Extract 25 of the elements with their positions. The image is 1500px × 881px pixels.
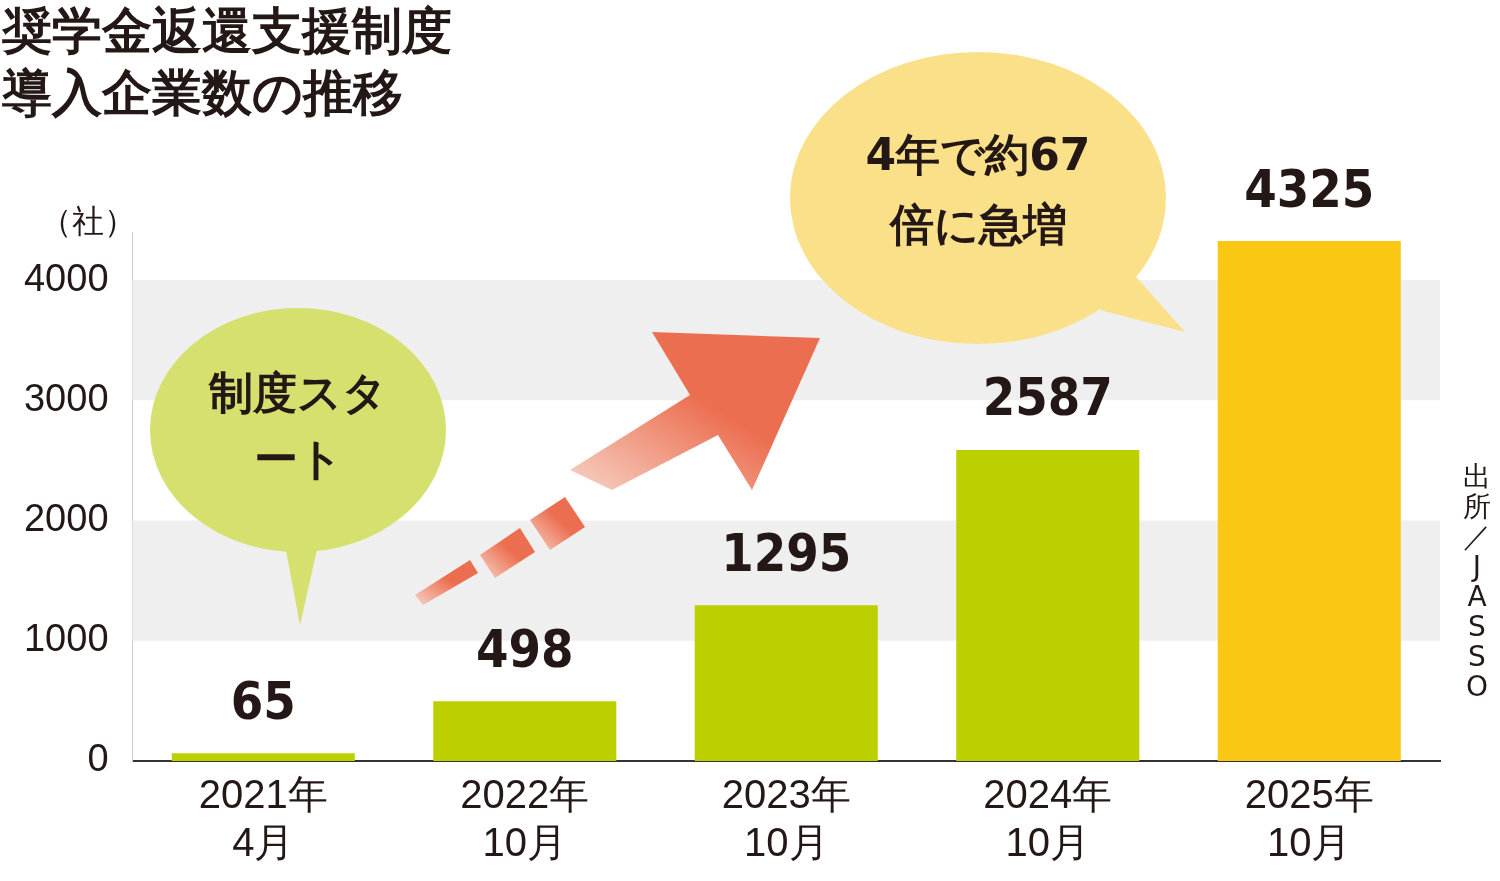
- data-label: 65: [230, 670, 296, 731]
- annotation: 4年で約67倍に急増: [864, 128, 1092, 252]
- y-tick-label: 2000: [23, 497, 109, 540]
- y-tick-label: 0: [87, 737, 109, 780]
- x-tick-label: 2023年 10月: [721, 772, 851, 865]
- bar: [1217, 241, 1401, 761]
- bar: [433, 701, 617, 761]
- data-label: 4325: [1244, 158, 1375, 219]
- bar: [171, 753, 355, 761]
- bar: [694, 605, 878, 761]
- data-label: 498: [475, 618, 574, 679]
- y-tick-label: 1000: [23, 617, 109, 660]
- annotation: 制度スタート: [207, 366, 388, 486]
- y-tick-label: 3000: [23, 376, 109, 419]
- x-tick-label: 2021年 4月: [198, 772, 328, 865]
- data-label: 1295: [721, 522, 852, 583]
- x-tick-label: 2024年 10月: [983, 772, 1113, 865]
- x-tick-label: 2025年 10月: [1244, 772, 1374, 865]
- chart-title: 奨学金返還支援制度導入企業数の推移: [2, 1, 453, 124]
- data-label: 2587: [982, 367, 1113, 428]
- bar: [956, 449, 1140, 761]
- text: 出所／JASSO: [1462, 460, 1492, 703]
- y-tick-label: 4000: [23, 256, 109, 299]
- y-axis-title: （社）: [40, 201, 136, 242]
- x-tick-label: 2022年 10月: [460, 772, 590, 865]
